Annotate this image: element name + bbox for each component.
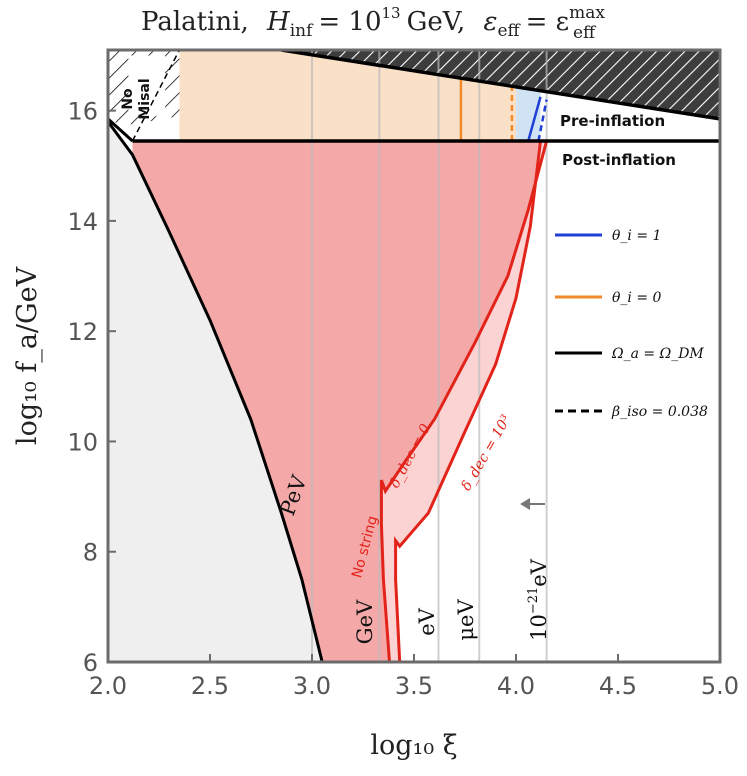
plot-area: [108, 50, 720, 662]
chart-title: Palatini, Hinf = 1013 GeV, εeff = εmax eff: [141, 3, 605, 43]
x-tick-label-1: 2.5: [191, 672, 229, 700]
y-tick-label-3: 12: [67, 318, 98, 346]
x-tick-label-6: 5.0: [701, 672, 739, 700]
ev-label: eV: [415, 607, 439, 635]
omega-dm-curve: [108, 120, 324, 662]
y-tick-label-4: 14: [67, 208, 98, 236]
x-tick-label-3: 3.5: [395, 672, 433, 700]
svg-text:β_iso = 0.038: β_iso = 0.038: [611, 404, 708, 420]
x-axis-label: log₁₀ ξ: [370, 730, 457, 761]
legend-item-omega: Ω_a = Ω_DM: [555, 346, 704, 362]
no-misal-label-line2: Misal: [137, 78, 153, 119]
mu-ev-label: μeV: [454, 599, 478, 641]
left-arrow-icon: [520, 498, 545, 510]
legend-item-theta1: θ_i = 1: [555, 228, 661, 244]
red-excluded-region: [132, 140, 547, 662]
pre-inflation-blue-region: [516, 86, 541, 141]
ev21-label: 10−21eV: [526, 558, 551, 641]
y-tick-label-0: 6: [83, 649, 98, 677]
pre-inflation-label: Pre-inflation: [560, 112, 665, 130]
red-light-band: [381, 141, 547, 662]
svg-text:θ_i = 0: θ_i = 0: [612, 290, 662, 306]
red-boundary-outer: [379, 140, 549, 662]
axes: 2.0 2.5 3.0 3.5 4.0 4.5 5.0 6 8 10 12 14 16: [67, 98, 739, 700]
x-tick-label-5: 4.5: [599, 672, 637, 700]
red-boundary-inner: [394, 140, 542, 662]
no-misal-boundary: [108, 117, 134, 143]
no-misal-dashed: [131, 50, 181, 142]
svg-text:Ω_a = Ω_DM: Ω_a = Ω_DM: [611, 346, 704, 362]
post-inflation-label: Post-inflation: [562, 151, 676, 169]
gray-excluded-region: [108, 121, 323, 662]
y-axis-label: log₁₀ f_a/GeV: [12, 266, 43, 445]
legend-item-beta: β_iso = 0.038: [555, 404, 708, 420]
svg-text:θ_i = 1: θ_i = 1: [612, 228, 661, 244]
x-tick-label-2: 3.0: [293, 672, 331, 700]
legend: θ_i = 1 θ_i = 0 Ω_a = Ω_DM β_iso = 0.038: [555, 228, 708, 420]
no-misal-label-line1: No: [120, 88, 136, 110]
blue-dashed-line: [537, 99, 548, 142]
legend-item-theta0: θ_i = 0: [555, 290, 662, 306]
gev-label: GeV: [353, 599, 377, 644]
top-boundary-line: [281, 50, 720, 121]
y-tick-label-5: 16: [67, 98, 98, 126]
x-tick-label-0: 2.0: [89, 672, 127, 700]
y-tick-label-1: 8: [83, 539, 98, 567]
no-misal-label-bg: [128, 55, 166, 117]
y-tick-label-2: 10: [67, 428, 98, 456]
blue-line-theta1: [527, 96, 542, 142]
pre-inflation-orange-region: [179, 50, 516, 141]
x-tick-label-4: 4.0: [497, 672, 535, 700]
